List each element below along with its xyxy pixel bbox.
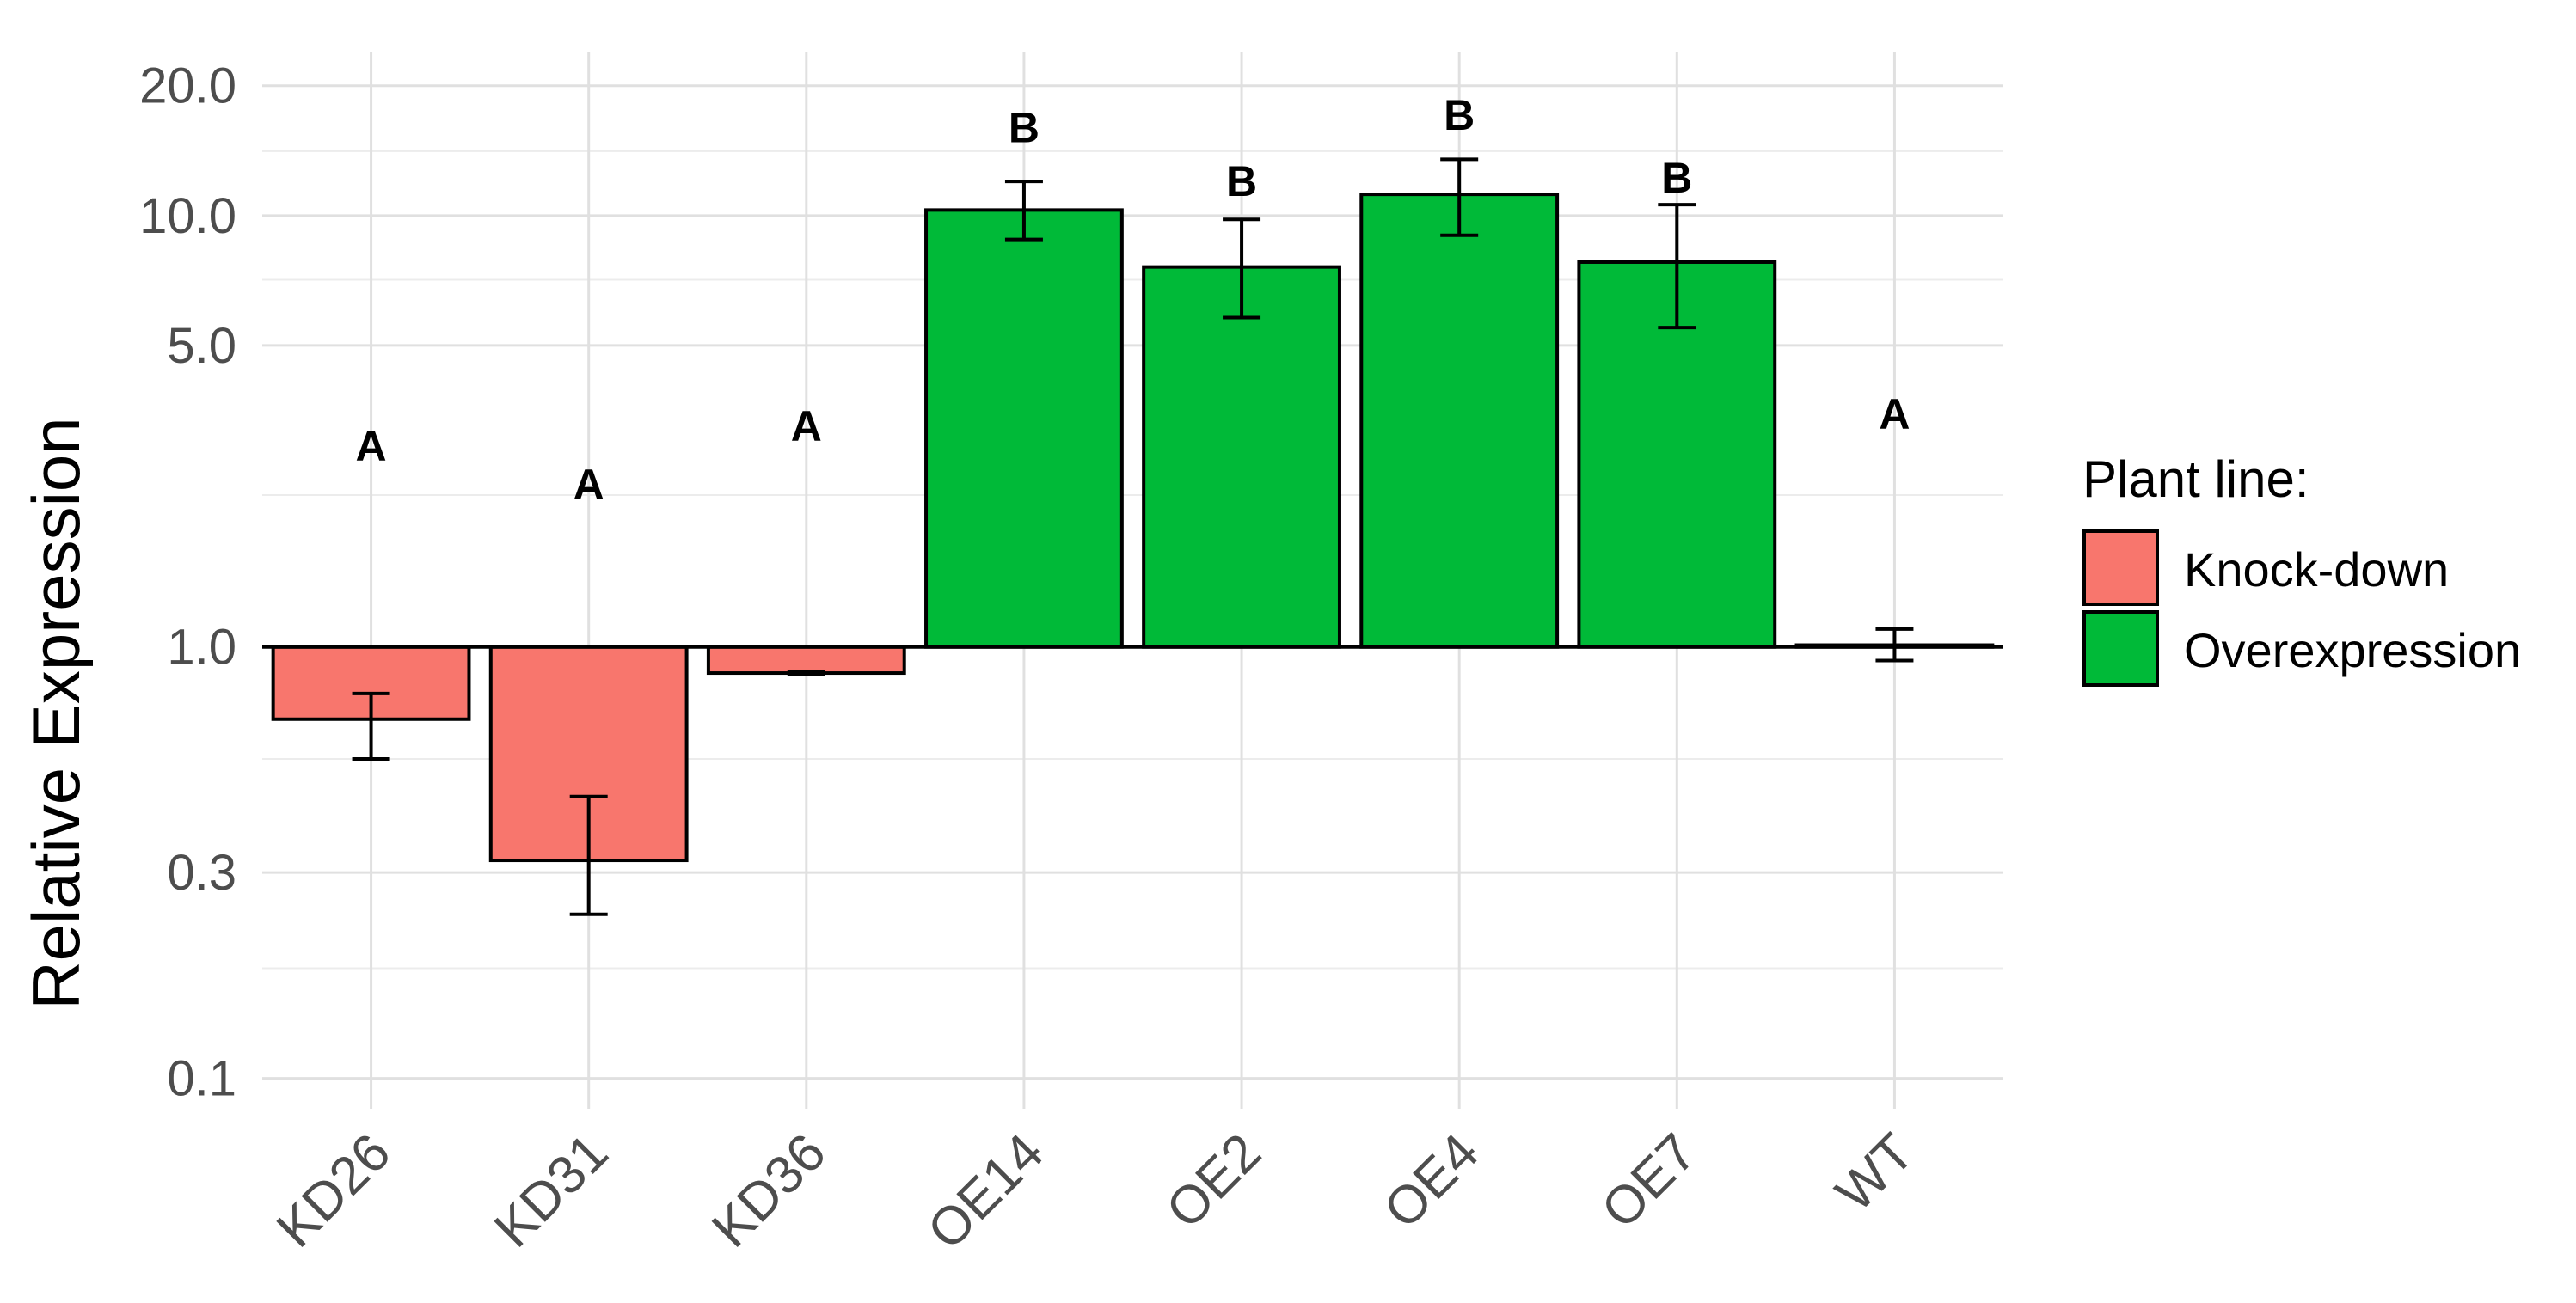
error-bar-oe14 [1004,180,1043,242]
x-tick-label-kd31: KD31 [483,1123,619,1258]
x-tick-label-oe14: OE14 [917,1123,1055,1261]
x-axis-ticks: KD26 KD31 KD36 OE14 OE2 OE4 OE7 WT [266,1123,1925,1261]
y-axis-ticks: 0.1 0.3 1.0 5.0 10.0 20.0 [139,58,236,1107]
y-tick-label-1.0: 1.0 [167,620,236,676]
y-tick-label-5.0: 5.0 [167,318,236,374]
significance-letter-oe2: B [1226,157,1257,205]
legend-label-overexpression: Overexpression [2184,623,2521,677]
error-bar-kd36 [787,670,825,676]
y-tick-label-0.3: 0.3 [167,845,236,901]
x-tick-label-kd26: KD26 [266,1123,402,1258]
legend-title: Plant line: [2082,450,2309,508]
error-bar-oe4 [1440,157,1479,237]
significance-letter-oe7: B [1661,154,1692,202]
legend: Plant line: Knock-down Overexpression [2082,450,2521,687]
significance-letters: A A A B B B B A [356,91,1911,509]
error-bar-kd31 [569,794,608,916]
x-tick-label-wt: WT [1825,1123,1925,1223]
y-axis-title: Relative Expression [18,417,94,1009]
x-tick-label-oe7: OE7 [1591,1123,1708,1240]
bar-oe14 [924,208,1124,649]
bar-kd36 [706,645,906,676]
y-tick-label-10.0: 10.0 [139,188,236,244]
x-tick-label-kd36: KD36 [701,1123,837,1258]
error-bars [352,157,1914,916]
significance-letter-wt: A [1879,390,1910,438]
x-tick-label-oe4: OE4 [1373,1123,1491,1240]
significance-letter-oe14: B [1009,103,1040,151]
x-tick-label-oe2: OE2 [1155,1123,1273,1240]
bars [271,193,1995,863]
legend-swatch-knock-down [2082,529,2159,606]
error-bar-wt [1875,627,1914,663]
legend-label-knock-down: Knock-down [2184,542,2449,596]
error-bar-oe2 [1223,217,1261,320]
error-bar-kd26 [352,691,390,762]
bar-oe2 [1142,265,1341,649]
bar-oe4 [1359,193,1560,649]
y-tick-label-0.1: 0.1 [167,1051,236,1107]
significance-letter-oe4: B [1444,91,1475,139]
significance-letter-kd31: A [573,461,604,509]
legend-swatch-overexpression [2082,610,2159,687]
y-tick-label-20.0: 20.0 [139,58,236,114]
error-bar-oe7 [1658,203,1696,330]
significance-letter-kd36: A [791,402,822,450]
significance-letter-kd26: A [356,422,387,470]
